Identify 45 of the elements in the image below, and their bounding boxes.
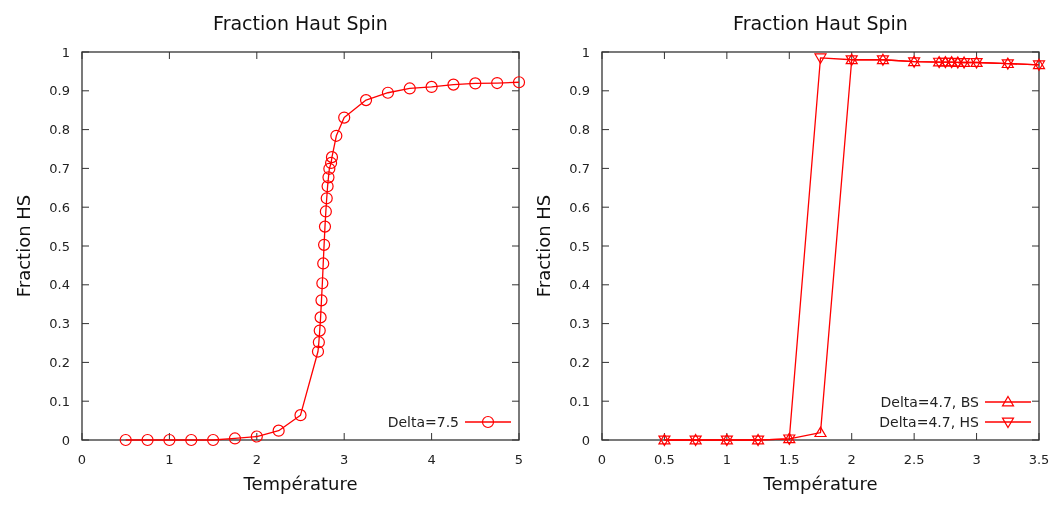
y-tick-label: 0.9 <box>569 83 590 99</box>
x-tick-label: 1 <box>165 452 174 467</box>
y-axis-title: Fraction HS <box>533 194 554 298</box>
y-tick-label: 0.1 <box>569 393 590 409</box>
legend-label: Delta=7.5 <box>387 414 459 430</box>
x-tick-label: 4 <box>427 452 436 467</box>
x-tick-label: 1 <box>722 452 731 467</box>
y-tick-label: 0.8 <box>569 122 590 138</box>
x-tick-label: 3 <box>972 452 981 467</box>
x-tick-label: 2 <box>847 452 856 467</box>
y-tick-label: 0 <box>61 432 70 448</box>
y-tick-label: 1 <box>61 44 70 60</box>
x-tick-label: 3.5 <box>1028 452 1050 467</box>
y-tick-label: 0.1 <box>49 393 70 409</box>
x-tick-label: 0 <box>597 452 607 467</box>
y-tick-label: 0.3 <box>49 316 70 332</box>
y-tick-label: 0.5 <box>569 238 590 254</box>
y-tick-label: 0.5 <box>49 238 70 254</box>
x-tick-label: 0.5 <box>654 452 675 467</box>
y-tick-label: 0.7 <box>49 160 70 176</box>
y-tick-label: 0 <box>581 432 590 448</box>
x-tick-label: 0 <box>77 452 87 467</box>
y-tick-label: 0.6 <box>49 199 70 215</box>
y-tick-label: 1 <box>581 44 590 60</box>
x-tick-label: 2 <box>252 452 261 467</box>
y-axis-title: Fraction HS <box>13 194 34 298</box>
chart-title: Fraction Haut Spin <box>733 12 908 34</box>
x-tick-label: 5 <box>514 452 524 467</box>
x-tick-label: 3 <box>340 452 349 467</box>
x-axis-title: Température <box>242 473 358 494</box>
y-tick-label: 0.7 <box>569 160 590 176</box>
legend-label: Delta=4.7, BS <box>880 394 980 410</box>
y-tick-label: 0.2 <box>49 354 70 370</box>
legend-label: Delta=4.7, HS <box>879 414 980 430</box>
x-tick-label: 1.5 <box>778 452 800 467</box>
x-tick-label: 2.5 <box>903 452 925 467</box>
y-tick-label: 0.3 <box>569 316 590 332</box>
x-axis-title: Température <box>762 473 878 494</box>
y-tick-label: 0.4 <box>49 277 70 293</box>
y-tick-label: 0.2 <box>569 354 590 370</box>
y-tick-label: 0.9 <box>49 83 70 99</box>
y-tick-label: 0.6 <box>569 199 590 215</box>
y-tick-label: 0.8 <box>49 122 70 138</box>
chart-title: Fraction Haut Spin <box>213 12 388 34</box>
y-tick-label: 0.4 <box>569 277 590 293</box>
